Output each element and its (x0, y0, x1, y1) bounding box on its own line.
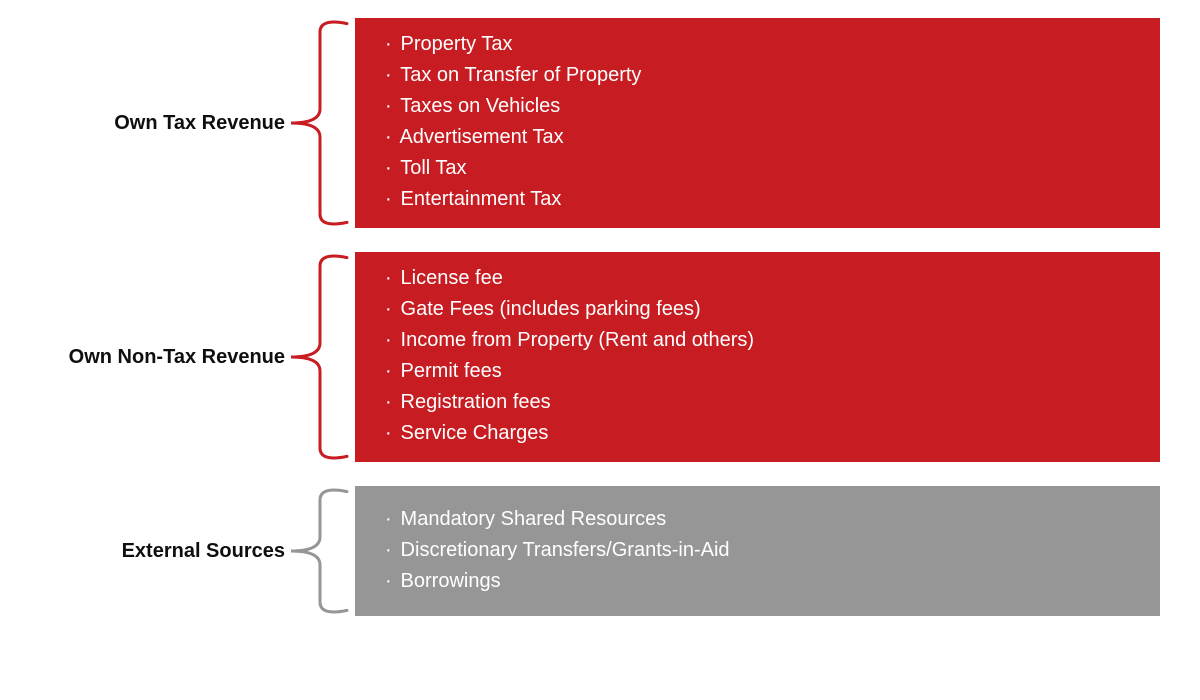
brace-icon (285, 252, 355, 462)
list-item-text: Service Charges (395, 422, 548, 444)
bullet-icon: · (385, 153, 395, 184)
bullet-icon: · (385, 184, 395, 215)
bullet-icon: · (385, 535, 395, 566)
list-item: · Toll Tax (385, 153, 1138, 184)
list-item-text: Mandatory Shared Resources (395, 508, 666, 530)
items-box: · License fee· Gate Fees (includes parki… (355, 252, 1160, 462)
items-box: · Property Tax· Tax on Transfer of Prope… (355, 18, 1160, 228)
bullet-icon: · (385, 263, 395, 294)
bullet-icon: · (385, 356, 395, 387)
list-item: · Income from Property (Rent and others) (385, 325, 1138, 356)
section-own-tax: Own Tax Revenue · Property Tax· Tax on T… (0, 18, 1200, 228)
list-item-text: Taxes on Vehicles (395, 95, 560, 117)
section-external: External Sources · Mandatory Shared Reso… (0, 486, 1200, 616)
list-item-text: Toll Tax (395, 157, 467, 179)
list-item: · Permit fees (385, 356, 1138, 387)
list-item-text: Discretionary Transfers/Grants-in-Aid (395, 539, 730, 561)
list-item-text: Permit fees (395, 360, 502, 382)
list-item-text: Income from Property (Rent and others) (395, 329, 754, 351)
bullet-icon: · (385, 91, 395, 122)
bullet-icon: · (385, 387, 395, 418)
list-item: · Registration fees (385, 387, 1138, 418)
list-item: · Entertainment Tax (385, 184, 1138, 215)
bullet-icon: · (385, 122, 395, 153)
list-item: · Gate Fees (includes parking fees) (385, 294, 1138, 325)
bullet-icon: · (385, 60, 395, 91)
list-item: · Mandatory Shared Resources (385, 504, 1138, 535)
section-label: External Sources (0, 540, 285, 563)
list-item: · Property Tax (385, 29, 1138, 60)
list-item-text: Borrowings (395, 570, 501, 592)
bullet-icon: · (385, 29, 395, 60)
brace-icon (285, 486, 355, 616)
list-item-text: Registration fees (395, 391, 551, 413)
bullet-icon: · (385, 418, 395, 449)
section-label: Own Non-Tax Revenue (0, 346, 285, 369)
list-item: · Advertisement Tax (385, 122, 1138, 153)
list-item-text: Entertainment Tax (395, 188, 561, 210)
bullet-icon: · (385, 325, 395, 356)
list-item: · Borrowings (385, 566, 1138, 597)
list-item: · Tax on Transfer of Property (385, 60, 1138, 91)
list-item: · Service Charges (385, 418, 1138, 449)
section-own-nontax: Own Non-Tax Revenue · License fee· Gate … (0, 252, 1200, 462)
list-item: · Discretionary Transfers/Grants-in-Aid (385, 535, 1138, 566)
list-item-text: Property Tax (395, 33, 512, 55)
brace-icon (285, 18, 355, 228)
list-item-text: Tax on Transfer of Property (395, 64, 641, 86)
section-label: Own Tax Revenue (0, 112, 285, 135)
list-item: · Taxes on Vehicles (385, 91, 1138, 122)
bullet-icon: · (385, 566, 395, 597)
list-item-text: License fee (395, 267, 503, 289)
list-item-text: Gate Fees (includes parking fees) (395, 298, 701, 320)
bullet-icon: · (385, 504, 395, 535)
bullet-icon: · (385, 294, 395, 325)
list-item: · License fee (385, 263, 1138, 294)
list-item-text: Advertisement Tax (395, 126, 564, 148)
items-box: · Mandatory Shared Resources· Discretion… (355, 486, 1160, 616)
